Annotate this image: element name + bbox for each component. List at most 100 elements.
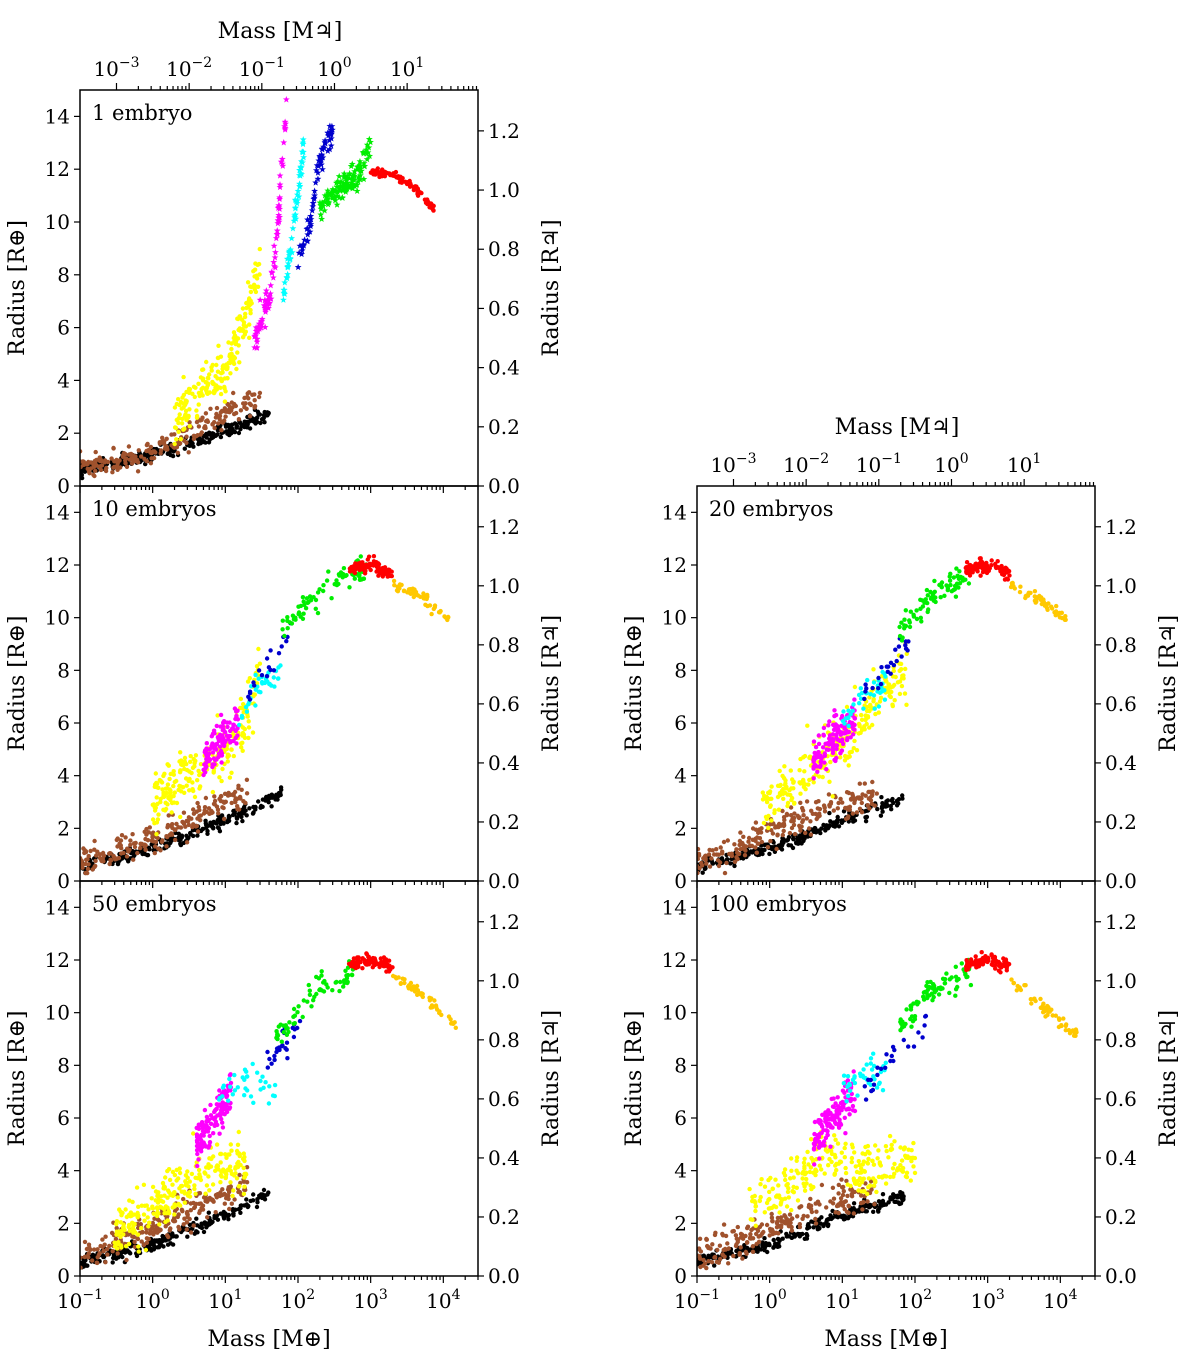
point-black (788, 843, 794, 848)
point-magenta (275, 218, 283, 225)
point-black (767, 851, 772, 857)
point-yellow (171, 769, 176, 774)
point-yellow (214, 1164, 219, 1170)
point-gold (448, 1017, 453, 1022)
point-magenta (278, 155, 286, 163)
point-black (270, 793, 276, 799)
point-yellow (191, 1131, 196, 1136)
point-black (217, 829, 223, 834)
point-brown (100, 1237, 105, 1242)
point-brown (88, 460, 94, 465)
point-yellow (878, 695, 884, 700)
point-magenta (228, 1088, 233, 1093)
point-black (203, 821, 208, 826)
point-yellow (126, 1241, 132, 1247)
point-blue (328, 126, 336, 133)
point-brown (211, 801, 217, 807)
point-magenta (830, 736, 835, 742)
point-yellow (127, 1213, 133, 1218)
point-yellow (877, 699, 883, 704)
point-yellow (165, 762, 170, 767)
point-green (285, 626, 290, 631)
point-black (832, 820, 837, 825)
point-yellow (852, 684, 858, 690)
point-brown (226, 1189, 232, 1195)
point-brown (800, 808, 806, 813)
point-blue (276, 651, 282, 656)
point-yellow (234, 366, 239, 372)
point-black (194, 1216, 199, 1221)
point-blue (306, 218, 314, 226)
point-brown (222, 1191, 227, 1197)
point-yellow (782, 764, 787, 769)
point-brown (93, 449, 98, 455)
point-blue (894, 658, 899, 664)
point-yellow (780, 773, 785, 779)
point-brown (203, 425, 208, 431)
point-gold (1063, 614, 1068, 619)
point-blue (325, 130, 333, 137)
y-tick-label: 0 (674, 869, 687, 893)
point-yellow (775, 794, 781, 800)
point-brown (80, 858, 84, 863)
point-brown (187, 420, 192, 425)
point-yellow (856, 731, 861, 736)
point-green (362, 146, 370, 153)
point-red (989, 558, 994, 563)
point-green (347, 162, 355, 170)
y-tick-label: 6 (57, 711, 70, 735)
point-brown (124, 1257, 129, 1263)
point-red (970, 570, 975, 575)
point-green (306, 982, 311, 988)
point-yellow (805, 723, 810, 728)
point-red (406, 180, 412, 185)
point-brown (213, 415, 219, 420)
point-yellow (233, 1171, 238, 1176)
point-yellow (241, 1165, 246, 1171)
point-brown (227, 1206, 232, 1212)
point-yellow (183, 414, 188, 419)
point-cyan (255, 1070, 260, 1075)
point-red (365, 557, 370, 562)
point-black (827, 810, 832, 816)
point-yellow (118, 1243, 124, 1248)
point-black (231, 1213, 236, 1218)
point-magenta (272, 234, 280, 242)
point-yellow (172, 405, 178, 410)
top-x-tick-label: 10−3 (93, 55, 139, 81)
point-blue (304, 231, 312, 238)
point-brown (119, 846, 124, 851)
point-brown (219, 428, 224, 433)
point-yellow (193, 1191, 198, 1197)
point-yellow (252, 267, 258, 272)
point-black (160, 1233, 165, 1239)
point-red (993, 561, 998, 567)
point-yellow (183, 408, 189, 414)
point-brown (808, 819, 813, 824)
point-yellow (232, 355, 238, 361)
point-green (365, 135, 373, 143)
point-yellow (859, 727, 865, 733)
point-cyan (230, 1092, 235, 1097)
point-yellow (783, 778, 788, 783)
point-black (126, 1250, 132, 1255)
point-yellow (768, 803, 773, 808)
point-brown (831, 808, 836, 813)
point-brown (131, 857, 136, 862)
point-blue (307, 215, 315, 223)
point-magenta (848, 735, 853, 740)
point-brown (716, 863, 722, 869)
point-yellow (216, 343, 221, 348)
point-yellow (902, 691, 908, 696)
point-gold (1057, 615, 1063, 620)
point-yellow (176, 397, 181, 402)
point-brown (204, 419, 209, 424)
point-yellow (862, 724, 867, 729)
point-yellow (769, 784, 774, 789)
point-black (794, 840, 799, 845)
point-brown (822, 809, 828, 814)
point-red (374, 170, 380, 176)
point-yellow (204, 1183, 210, 1188)
point-blue (870, 685, 875, 691)
point-red (363, 568, 368, 574)
